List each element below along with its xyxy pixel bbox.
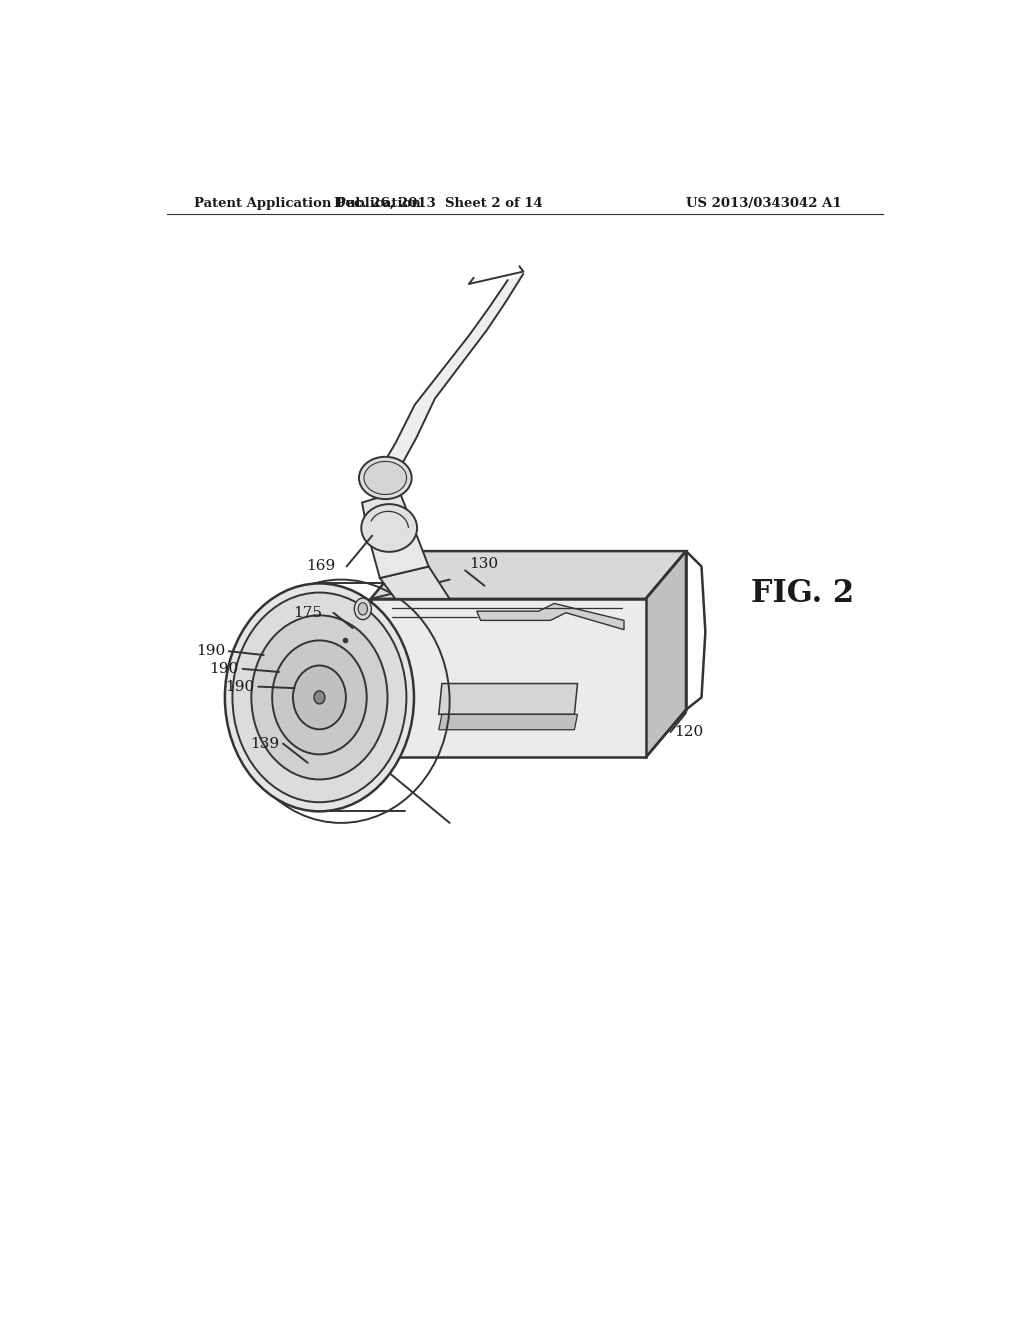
- Polygon shape: [477, 603, 624, 630]
- Text: 139: 139: [250, 737, 280, 751]
- Polygon shape: [375, 275, 523, 479]
- Ellipse shape: [272, 640, 367, 755]
- Ellipse shape: [293, 665, 346, 730]
- Text: 130: 130: [469, 557, 498, 572]
- Text: 190: 190: [196, 644, 225, 659]
- Polygon shape: [438, 684, 578, 714]
- Ellipse shape: [361, 504, 417, 552]
- Ellipse shape: [354, 598, 372, 619]
- Polygon shape: [380, 566, 450, 599]
- Ellipse shape: [225, 583, 414, 812]
- Ellipse shape: [314, 690, 325, 704]
- Text: 120: 120: [675, 725, 703, 739]
- Ellipse shape: [359, 457, 412, 499]
- Polygon shape: [369, 520, 429, 578]
- Text: 169: 169: [306, 560, 336, 573]
- Text: FIG. 2: FIG. 2: [751, 578, 854, 609]
- Ellipse shape: [364, 462, 407, 495]
- Polygon shape: [371, 599, 646, 758]
- Text: Patent Application Publication: Patent Application Publication: [194, 197, 421, 210]
- Text: 190: 190: [210, 661, 239, 676]
- Polygon shape: [362, 491, 411, 536]
- Ellipse shape: [358, 603, 368, 615]
- Text: 175: 175: [293, 606, 322, 619]
- Polygon shape: [646, 552, 686, 758]
- Polygon shape: [438, 714, 578, 730]
- Polygon shape: [646, 552, 686, 758]
- Text: 190: 190: [225, 680, 254, 693]
- Ellipse shape: [232, 593, 407, 803]
- Polygon shape: [371, 552, 686, 599]
- Text: Dec. 26, 2013  Sheet 2 of 14: Dec. 26, 2013 Sheet 2 of 14: [334, 197, 543, 210]
- Ellipse shape: [251, 615, 387, 779]
- Text: US 2013/0343042 A1: US 2013/0343042 A1: [686, 197, 842, 210]
